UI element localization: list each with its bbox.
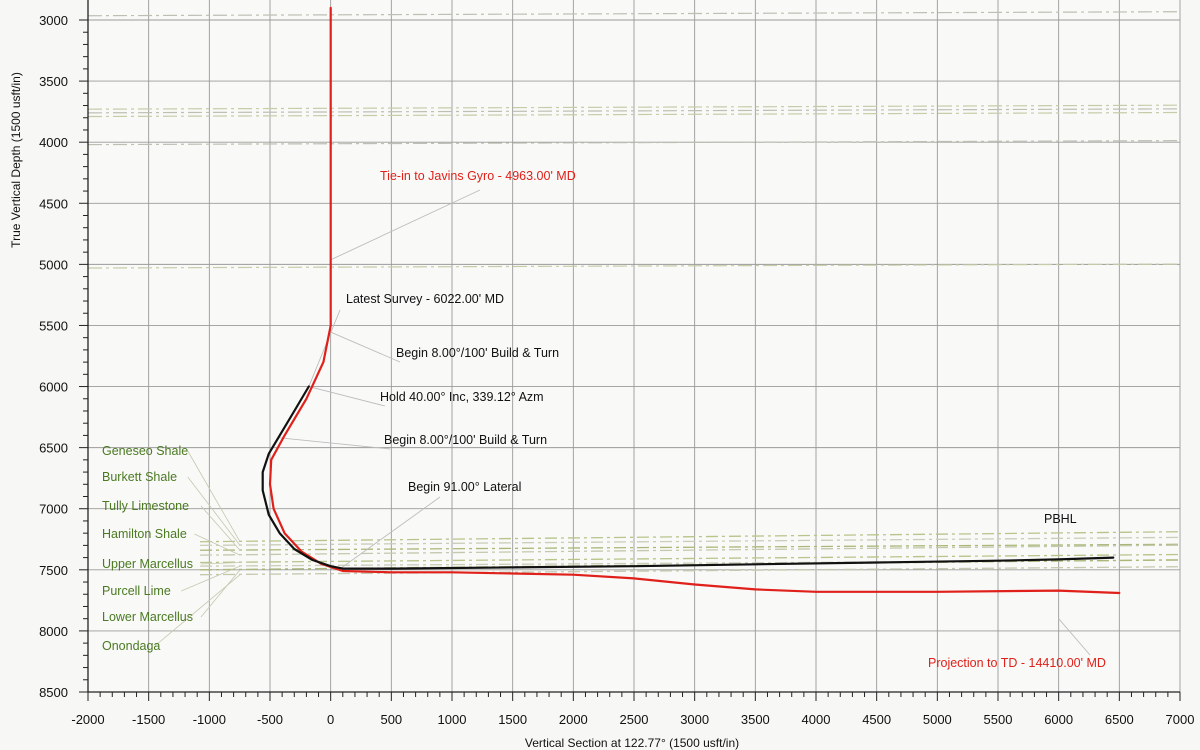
upper-marker-line (87, 111, 1181, 118)
formation-line (199, 566, 1181, 576)
formation-label: Upper Marcellus (102, 557, 193, 571)
series-layer (261, 6, 1121, 595)
formation-label: Hamilton Shale (102, 527, 187, 541)
upper-marker-line (87, 140, 1181, 146)
formation-leader (187, 476, 241, 546)
x-tick-label: -1500 (132, 712, 165, 727)
formation-label: Tully Limestone (102, 499, 189, 513)
formation-line (199, 553, 1181, 564)
annotation-leader (1058, 618, 1091, 656)
formation-leader (181, 565, 241, 592)
formation-leader (194, 533, 241, 556)
x-tick-label: 3000 (680, 712, 709, 727)
annotation-label: PBHL (1044, 512, 1077, 526)
x-tick-label: -500 (257, 712, 283, 727)
x-tick-label: -2000 (71, 712, 104, 727)
y-tick-label: 7500 (39, 563, 68, 578)
annotation-label: Begin 8.00°/100' Build & Turn (384, 433, 547, 447)
y-tick-label: 4000 (39, 135, 68, 150)
y-tick-label: 4500 (39, 196, 68, 211)
formation-line (199, 536, 1181, 547)
annotation-leader (308, 309, 341, 387)
y-tick-label: 3500 (39, 74, 68, 89)
formation-line (199, 531, 1181, 543)
y-tick-label: 8000 (39, 624, 68, 639)
x-tick-label: 1000 (438, 712, 467, 727)
x-tick-label: 6500 (1105, 712, 1134, 727)
formation-leader (200, 569, 241, 618)
formation-line (199, 544, 1181, 556)
axes: -2000 -1500 -1000 -500 0 500 1000 1500 2000 2500 3… (39, 0, 1194, 727)
x-tick-label: 1500 (498, 712, 527, 727)
formation-leader (200, 505, 241, 551)
annotation-leader (330, 189, 481, 261)
upper-marker-line (87, 11, 1181, 17)
annotation-leader (279, 437, 391, 450)
upper-marker-line (87, 104, 1181, 110)
annotation-label: Begin 8.00°/100' Build & Turn (396, 346, 559, 360)
formation-markers (87, 11, 1181, 576)
annotation-labels: Geneseo Shale Burkett Shale Tully Limeston… (102, 169, 1106, 670)
y-axis-title: True Vertical Depth (1500 usft/in) (9, 72, 23, 248)
x-tick-label: 5000 (923, 712, 952, 727)
x-tick-label: 2000 (559, 712, 588, 727)
x-tick-label: 500 (380, 712, 402, 727)
x-tick-label: 3500 (741, 712, 770, 727)
x-tick-label: 6000 (1044, 712, 1073, 727)
y-tick-label: 5500 (39, 318, 68, 333)
x-tick-label: -1000 (193, 712, 226, 727)
formation-leader (200, 562, 241, 565)
formation-leader (187, 450, 241, 542)
annotation-leader (329, 331, 401, 363)
formation-label: Onondaga (102, 639, 160, 653)
y-tick-label: 8500 (39, 685, 68, 700)
annotation-label: Latest Survey - 6022.00' MD (346, 292, 504, 306)
y-tick-label: 3000 (39, 13, 68, 28)
x-tick-label: 4000 (802, 712, 831, 727)
annotation-label: Hold 40.00° Inc, 339.12° Azm (380, 390, 544, 404)
formation-line (199, 543, 1181, 551)
formation-leader (154, 574, 241, 647)
annotation-leader (340, 496, 441, 569)
x-tick-label: 5500 (984, 712, 1013, 727)
x-tick-label: 0 (327, 712, 334, 727)
y-tick-label: 6000 (39, 380, 68, 395)
annotation-label: Begin 91.00° Lateral (408, 480, 521, 494)
y-tick-label: 6500 (39, 441, 68, 456)
formation-label: Burkett Shale (102, 470, 177, 484)
planned-wellbore-line (261, 385, 1115, 570)
upper-marker-line (87, 263, 1181, 269)
annotation-leader (308, 386, 386, 407)
x-axis-title: Vertical Section at 122.77° (1500 usft/i… (525, 736, 739, 750)
formation-label: Lower Marcellus (102, 610, 193, 624)
annotation-leaders (154, 189, 1091, 656)
upper-marker-line (87, 108, 1181, 114)
annotation-label: Projection to TD - 14410.00' MD (928, 656, 1106, 670)
x-tick-label: 2500 (620, 712, 649, 727)
y-tick-label: 7000 (39, 502, 68, 517)
x-tick-label: 4500 (862, 712, 891, 727)
formation-label: Purcell Lime (102, 584, 171, 598)
formation-label: Geneseo Shale (102, 444, 188, 458)
x-tick-label: 7000 (1166, 712, 1195, 727)
y-tick-label: 5000 (39, 257, 68, 272)
annotation-label: Tie-in to Javins Gyro - 4963.00' MD (380, 169, 576, 183)
